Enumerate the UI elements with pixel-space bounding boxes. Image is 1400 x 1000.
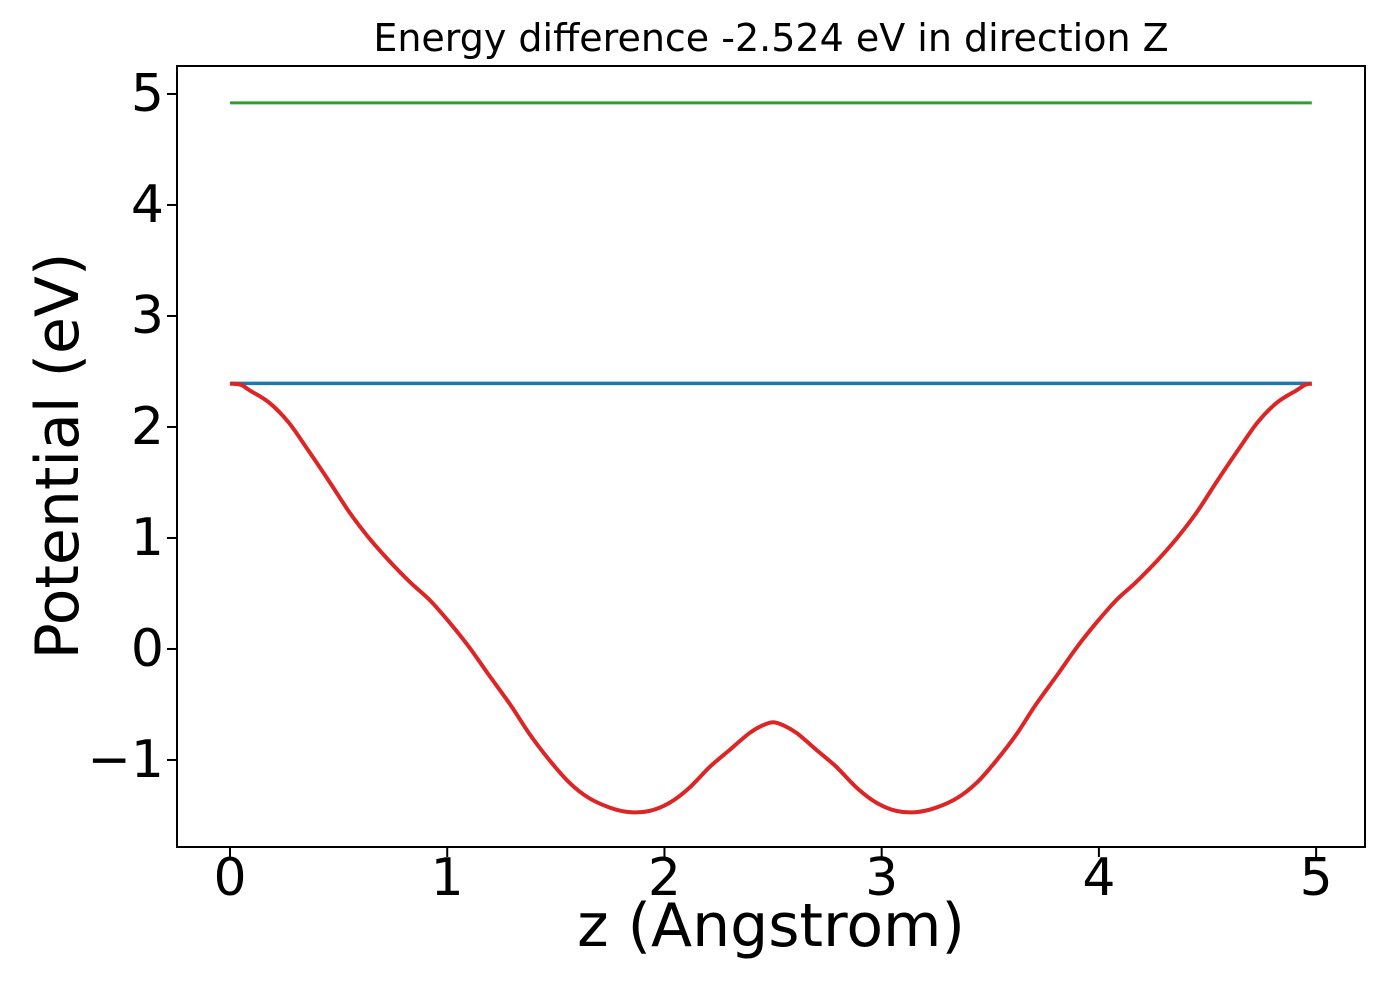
x-tick-label: 3 bbox=[865, 848, 899, 908]
x-tick-label: 4 bbox=[1082, 848, 1116, 908]
chart-title: Energy difference -2.524 eV in direction… bbox=[373, 16, 1169, 60]
x-tick-label: 1 bbox=[430, 848, 464, 908]
y-tick-label: 1 bbox=[130, 507, 164, 568]
axes-spines bbox=[176, 65, 1366, 848]
y-tick-label: 0 bbox=[130, 618, 164, 679]
y-tick-label: 4 bbox=[130, 174, 164, 235]
x-axis-label: z (Angstrom) bbox=[577, 891, 965, 961]
y-tick-label: 2 bbox=[130, 396, 164, 457]
x-tick-label: 2 bbox=[647, 848, 681, 908]
y-tick-label: 3 bbox=[130, 285, 164, 346]
planar-averaged-potential-curve bbox=[229, 381, 1313, 815]
x-tick-label: 5 bbox=[1299, 848, 1333, 908]
y-tick-label: −1 bbox=[87, 729, 164, 790]
x-tick-label: 0 bbox=[213, 848, 247, 908]
y-tick-label: 5 bbox=[130, 63, 164, 124]
